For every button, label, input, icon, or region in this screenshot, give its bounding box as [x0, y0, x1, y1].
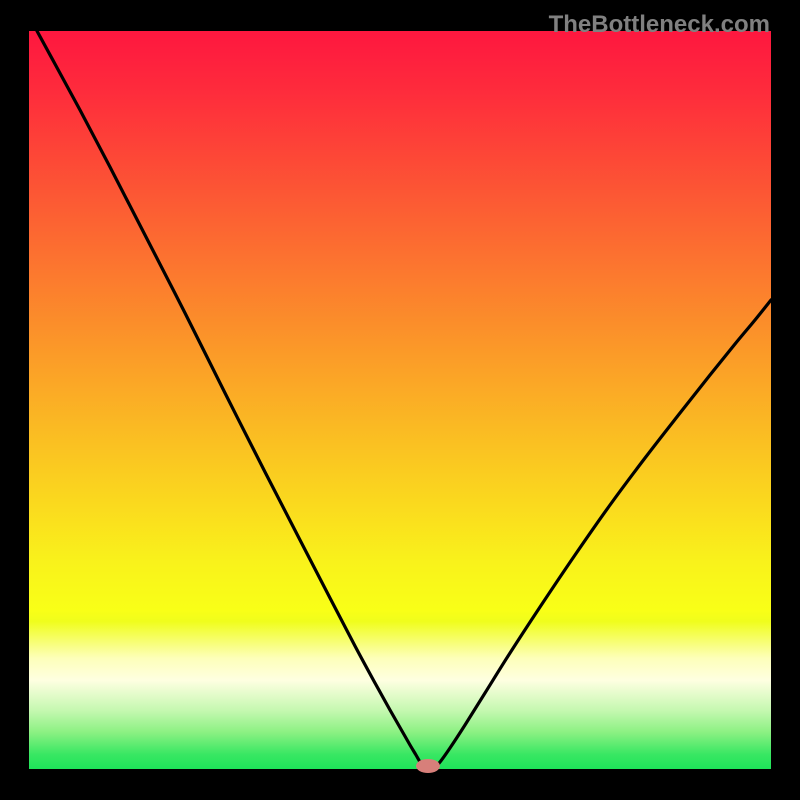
plot-background — [29, 31, 771, 769]
watermark-text: TheBottleneck.com — [549, 11, 770, 38]
chart-svg: TheBottleneck.com — [0, 0, 800, 800]
optimum-marker — [416, 759, 440, 773]
